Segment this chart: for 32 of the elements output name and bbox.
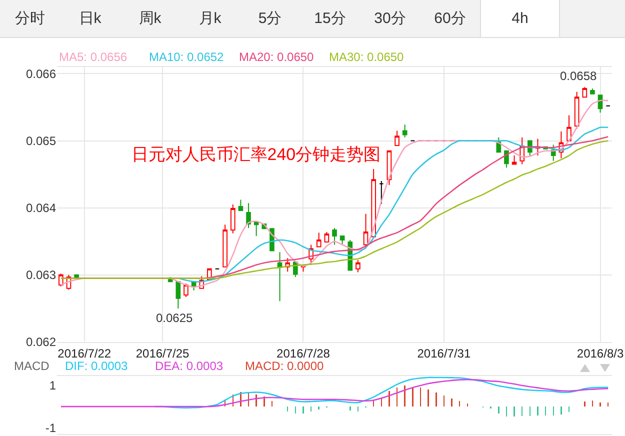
text: DIF: 0.0003: [65, 359, 128, 373]
x-tick-label: 2016/8/3: [576, 346, 624, 360]
y-tick-label: 1: [49, 378, 56, 393]
text: 分时: [14, 9, 46, 29]
text: 60分: [433, 9, 467, 29]
text: 日元对人民币汇率240分钟走势图: [131, 144, 381, 164]
x-tick-label: 2016/7/31: [417, 346, 471, 360]
series-label: MACD: 0.0000: [245, 359, 324, 373]
text: 30分: [373, 9, 407, 29]
text: 日k: [78, 9, 102, 29]
text: 4h: [480, 0, 560, 37]
text: 月k: [198, 9, 222, 29]
text: MA20: 0.0650: [239, 50, 314, 64]
text: 周k: [138, 9, 162, 29]
y-tick-label: 0.062: [26, 335, 56, 350]
x-tick-label: 2016/7/25: [136, 346, 190, 360]
annotation: 0.0658: [560, 69, 598, 83]
text: DEA: 0.0003: [155, 359, 224, 373]
legend-title: MACD: [14, 359, 50, 373]
text: 15分: [313, 9, 347, 29]
x-tick-label: 2016/7/22: [58, 346, 112, 360]
y-tick-label: 0.066: [26, 66, 56, 81]
text: MA30: 0.0650: [329, 50, 404, 64]
y-tick-label: 0.064: [26, 201, 56, 216]
y-tick-label: 0.065: [26, 134, 56, 148]
x-tick-label: 2016/7/28: [276, 346, 330, 360]
text: 5分: [257, 9, 283, 29]
text: MA10: 0.0652: [149, 50, 224, 64]
annotation: 0.0625: [156, 311, 194, 325]
text: MA5: 0.0656: [59, 50, 128, 64]
y-tick-label: -1: [45, 420, 56, 435]
y-tick-label: 0.063: [26, 268, 56, 282]
